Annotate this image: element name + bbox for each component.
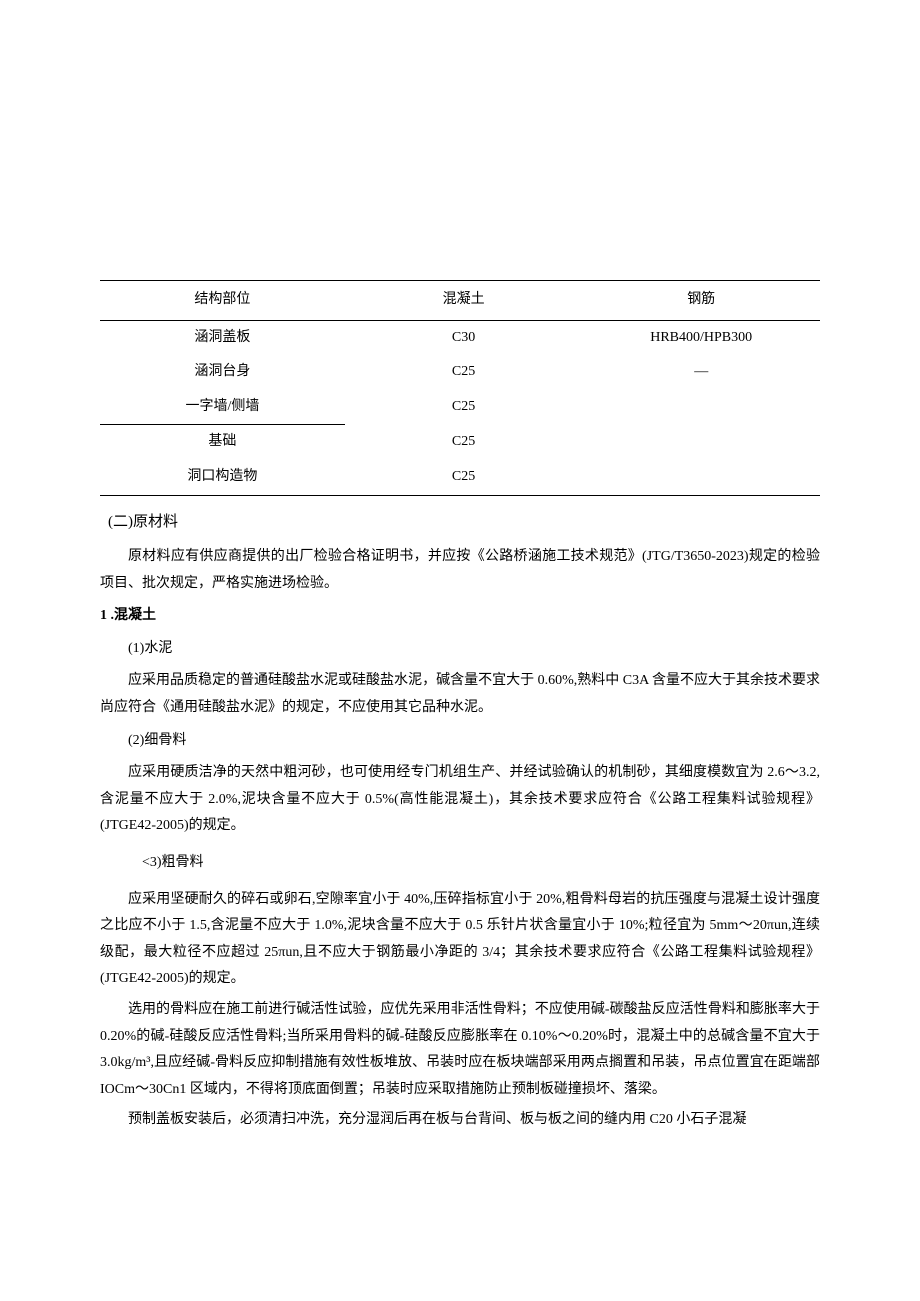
- cell-rebar: —: [582, 355, 820, 390]
- sub-item-3-para2: 选用的骨料应在施工前进行碱活性试验，应优先采用非活性骨料；不应使用碱-碳酸盐反应…: [100, 997, 820, 1103]
- cell-concrete: C30: [345, 320, 583, 355]
- item-1-title: 1 .混凝土: [100, 603, 820, 630]
- cell-rebar: [582, 460, 820, 495]
- sub-item-1-para: 应采用品质稳定的普通硅酸盐水泥或硅酸盐水泥，碱含量不宜大于 0.60%,熟料中 …: [100, 668, 820, 721]
- header-concrete: 混凝土: [345, 281, 583, 321]
- cell-rebar: [582, 425, 820, 460]
- cell-structure: 一字墙/侧墙: [100, 390, 345, 425]
- section-2-title: (二)原材料: [108, 508, 820, 537]
- cell-concrete: C25: [345, 355, 583, 390]
- cell-concrete: C25: [345, 390, 583, 425]
- header-structure: 结构部位: [100, 281, 345, 321]
- cell-structure: 涵洞台身: [100, 355, 345, 390]
- cell-structure: 基础: [100, 425, 345, 460]
- header-rebar: 钢筋: [582, 281, 820, 321]
- materials-table: 结构部位 混凝土 钢筋 涵洞盖板 C30 HRB400/HPB300 涵洞台身 …: [100, 280, 820, 496]
- sub-item-3-para1: 应采用坚硬耐久的碎石或卵石,空隙率宜小于 40%,压碎指标宜小于 20%,粗骨料…: [100, 887, 820, 993]
- cell-concrete: C25: [345, 460, 583, 495]
- table-row: 一字墙/侧墙 C25: [100, 390, 820, 425]
- sub-item-2-para: 应采用硬质洁净的天然中粗河砂，也可使用经专门机组生产、并经试验确认的机制砂，其细…: [100, 760, 820, 840]
- table-row: 涵洞盖板 C30 HRB400/HPB300: [100, 320, 820, 355]
- intro-paragraph: 原材料应有供应商提供的出厂检验合格证明书，并应按《公路桥涵施工技术规范》(JTG…: [100, 544, 820, 597]
- cell-rebar: [582, 390, 820, 425]
- cell-concrete: C25: [345, 425, 583, 460]
- table-header-row: 结构部位 混凝土 钢筋: [100, 281, 820, 321]
- sub-item-2-label: (2)细骨料: [100, 728, 820, 755]
- table-row: 基础 C25: [100, 425, 820, 460]
- sub-item-3-para3: 预制盖板安装后，必须清扫冲洗，充分湿润后再在板与台背间、板与板之间的缝内用 C2…: [100, 1107, 820, 1134]
- cell-rebar: HRB400/HPB300: [582, 320, 820, 355]
- cell-structure: 涵洞盖板: [100, 320, 345, 355]
- sub-item-1-label: (1)水泥: [100, 636, 820, 663]
- sub-item-3-label: <3)粗骨料: [100, 850, 820, 877]
- cell-structure: 洞口构造物: [100, 460, 345, 495]
- table-row: 涵洞台身 C25 —: [100, 355, 820, 390]
- table-row: 洞口构造物 C25: [100, 460, 820, 495]
